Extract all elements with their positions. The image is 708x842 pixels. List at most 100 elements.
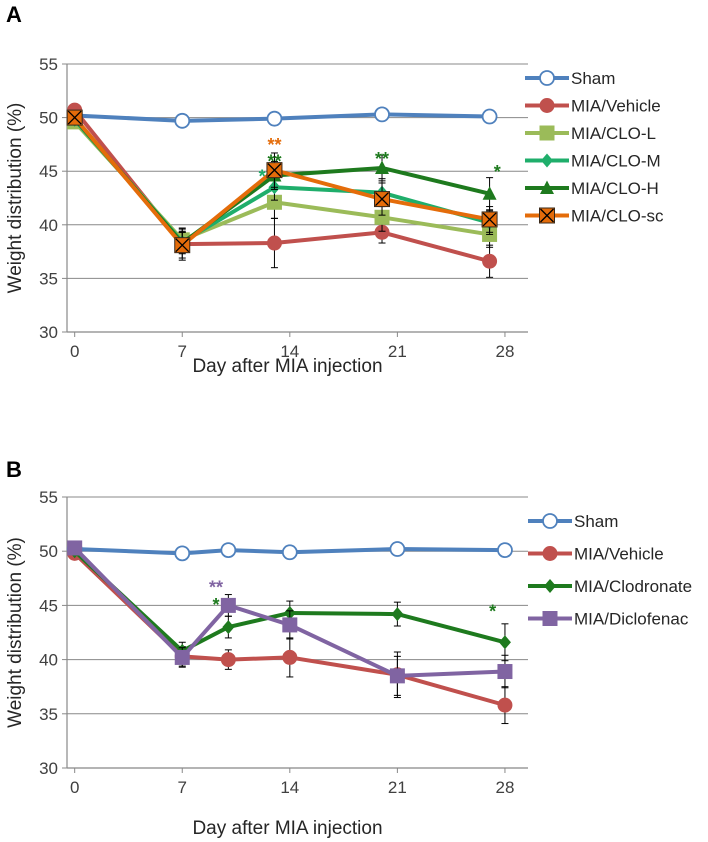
x-axis-title: Day after MIA injection	[192, 356, 382, 377]
legend-label: MIA/Clodronate	[574, 577, 692, 596]
x-tick-label: 21	[388, 778, 407, 797]
legend-item-sham: Sham	[525, 69, 615, 88]
series-line	[73, 549, 506, 653]
y-tick-label: 35	[39, 705, 58, 724]
x-tick-label: 0	[70, 778, 79, 797]
y-tick-label: 45	[39, 596, 58, 615]
data-point	[481, 108, 498, 125]
legend-marker	[542, 546, 558, 561]
y-tick-label: 35	[39, 269, 58, 288]
x-tick-label: 14	[280, 778, 299, 797]
data-point	[220, 597, 236, 613]
series-line	[73, 546, 506, 678]
data-point	[391, 607, 404, 622]
data-point	[282, 649, 298, 665]
x-tick-label: 28	[495, 778, 514, 797]
data-point	[389, 541, 406, 557]
legend-label: MIA/Vehicle	[574, 545, 664, 564]
data-point	[374, 106, 390, 123]
y-tick-label: 50	[39, 542, 58, 561]
y-tick-label: 45	[39, 162, 58, 181]
significance-annotation: *	[494, 162, 501, 182]
legend-marker	[544, 579, 556, 593]
y-tick-label: 55	[39, 55, 58, 74]
legend-item-mia-vehicle: MIA/Vehicle	[528, 545, 664, 564]
data-point	[374, 191, 391, 208]
legend-marker	[540, 180, 554, 194]
x-tick-label: 7	[178, 342, 187, 361]
y-tick-label: 40	[39, 216, 58, 235]
data-point	[497, 697, 513, 713]
legend-label: Sham	[571, 69, 615, 88]
data-point	[482, 253, 498, 269]
legend-label: MIA/Vehicle	[571, 97, 661, 116]
data-point	[266, 194, 282, 210]
data-point	[282, 617, 298, 633]
legend-marker	[539, 207, 555, 224]
data-point	[374, 209, 390, 225]
y-tick-label: 30	[39, 323, 58, 342]
data-point	[174, 237, 191, 254]
legend-label: MIA/CLO-sc	[571, 207, 664, 226]
data-point	[266, 235, 282, 251]
significance-annotation: **	[375, 149, 389, 169]
series-mia-diclofenac	[67, 540, 513, 696]
data-point	[497, 664, 513, 680]
data-point	[497, 542, 513, 559]
series-mia-clo-sc	[66, 109, 498, 259]
legend-item-mia-clodronate: MIA/Clodronate	[528, 577, 692, 596]
legend-marker	[539, 125, 555, 141]
x-tick-label: 7	[178, 778, 187, 797]
data-point	[174, 112, 191, 129]
legend-marker	[542, 513, 558, 529]
series-mia-clo-h	[67, 111, 497, 255]
data-point	[389, 668, 405, 684]
legend-label: MIA/CLO-L	[571, 124, 656, 143]
legend-item-mia-clo-sc: MIA/CLO-sc	[525, 207, 664, 226]
significance-annotation: *	[489, 602, 496, 622]
chart-panel-a: 30 35 40 45 50 55 0 7 14 21 28 Day after MIA inject…	[5, 55, 664, 377]
y-tick-label: 55	[39, 488, 58, 507]
legend-item-mia-clo-m: MIA/CLO-M	[525, 152, 661, 171]
x-tick-label: 14	[280, 342, 299, 361]
significance-annotation: **	[209, 578, 223, 598]
legend-label: MIA/CLO-H	[571, 179, 659, 198]
x-tick-label: 21	[388, 342, 407, 361]
legend-item-sham: Sham	[528, 512, 618, 531]
x-tick-label: 28	[495, 342, 514, 361]
chart-panel-b: 30 35 40 45 50 55 0 7 14 21 28 Day after MIA inject…	[5, 488, 692, 839]
series-sham	[66, 541, 513, 562]
data-point	[222, 620, 235, 635]
legend-marker	[539, 70, 555, 86]
legend-label: MIA/CLO-M	[571, 152, 661, 171]
data-point	[266, 110, 283, 127]
data-point	[220, 652, 236, 668]
y-tick-label: 40	[39, 651, 58, 670]
data-point	[174, 649, 190, 665]
legend-item-mia-clo-l: MIA/CLO-L	[525, 124, 656, 143]
legend-item-mia-clo-h: MIA/CLO-H	[525, 179, 659, 198]
data-point	[174, 545, 191, 562]
series-line	[74, 547, 505, 556]
significance-annotation: **	[267, 135, 281, 155]
x-axis-title: Day after MIA injection	[192, 818, 382, 839]
y-tick-label: 50	[39, 109, 58, 128]
panel-b-label: B	[6, 457, 22, 482]
significance-annotation: *	[259, 166, 266, 186]
data-point	[481, 211, 498, 228]
data-point	[281, 544, 298, 561]
legend-item-mia-diclofenac: MIA/Diclofenac	[528, 610, 689, 629]
data-point	[498, 635, 511, 650]
y-axis-title: Weight distribution (%)	[5, 103, 26, 294]
x-tick-label: 0	[70, 342, 79, 361]
legend-marker	[539, 98, 555, 113]
legend-label: MIA/Diclofenac	[574, 610, 689, 629]
y-tick-label: 30	[39, 759, 58, 778]
data-point	[482, 186, 497, 200]
panel-a-label: A	[6, 2, 22, 27]
significance-annotation: **	[267, 151, 281, 171]
y-axis-title: Weight distribution (%)	[5, 537, 26, 728]
legend-marker	[542, 611, 558, 626]
data-point	[220, 542, 237, 559]
